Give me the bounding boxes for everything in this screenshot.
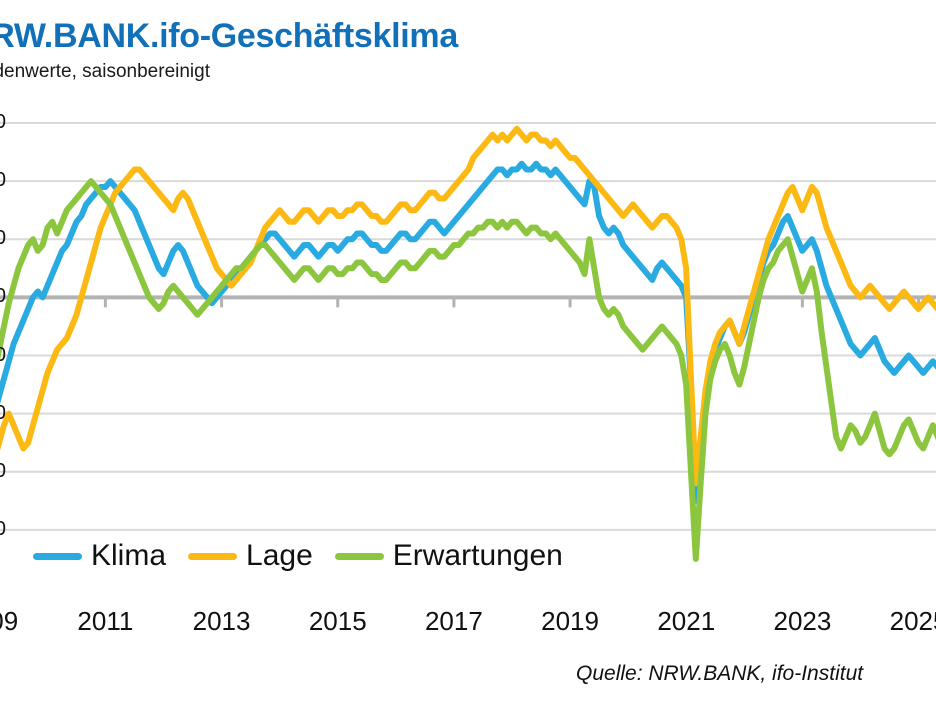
x-axis-tick-label: 2025 [889,606,936,636]
series-line-erwartungen [0,178,936,562]
series-line-lage [0,125,936,487]
x-axis-tick-label: 2013 [192,606,251,636]
y-axis-tick-label: 0 [0,285,6,308]
legend-item-erwartungen[interactable]: Erwartungen [334,539,563,572]
legend-item-lage[interactable]: Lage [188,540,313,572]
y-axis-tick-label: -10 [0,343,6,366]
y-axis-tick-label: -20 [0,401,6,424]
legend-label-klima: Klima [91,539,167,572]
page-title: NRW.BANK.ifo-Geschäftsklima [0,17,458,55]
legend-swatch-klima [33,552,82,560]
x-axis-tick-label: 2009 [0,606,19,636]
data-series [0,125,936,562]
y-axis-tick-label: 20 [0,169,6,192]
y-axis-tick-label: -40 [0,517,6,540]
legend-label-erwartungen: Erwartungen [392,539,563,572]
chart-legend: Klima Lage Erwartungen [33,540,563,572]
x-axis-tick-label: 2019 [541,606,599,636]
y-axis-tick-label: 30 [0,111,6,133]
x-axis-tick-label: 2017 [424,606,483,636]
x-axis-tick-label: 2023 [773,606,832,636]
legend-swatch-lage [188,552,238,560]
x-axis-tick-label: 2011 [77,606,134,636]
x-axis-labels: 2009 2011 2013 2015 2017 2019 2021 2023 2025 [0,606,936,640]
source-note: Quelle: NRW.BANK, ifo-Institut [576,662,864,685]
gridlines [0,122,936,531]
y-axis-tick-label: -30 [0,459,6,482]
x-axis-tick-label: 2015 [308,606,367,636]
y-axis-tick-label: 10 [0,227,6,250]
chart-header: NRW.BANK.ifo-Geschäftsklima Saldenwerte,… [0,16,936,85]
legend-swatch-erwartungen [334,552,384,560]
chart-subtitle: Saldenwerte, saisonbereinigt [0,61,210,82]
legend-label-lage: Lage [246,539,313,572]
legend-item-klima[interactable]: Klima [33,540,166,572]
series-line-klima [0,160,936,504]
x-axis-tick-label: 2021 [657,606,716,636]
